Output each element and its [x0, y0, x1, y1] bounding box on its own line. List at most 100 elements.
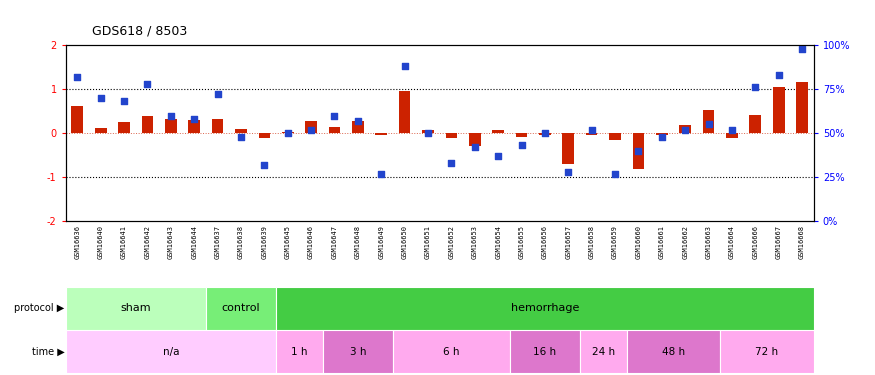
Bar — [118, 122, 130, 133]
Point — [141, 81, 155, 87]
Point — [654, 134, 668, 140]
Bar — [212, 119, 223, 133]
Bar — [773, 87, 785, 133]
Point — [468, 144, 482, 150]
Text: 24 h: 24 h — [592, 346, 615, 357]
Text: GSM16638: GSM16638 — [238, 225, 244, 258]
Text: GSM16650: GSM16650 — [402, 225, 408, 258]
Text: sham: sham — [121, 303, 151, 313]
Text: time ▶: time ▶ — [32, 346, 65, 357]
Text: GSM16666: GSM16666 — [752, 225, 759, 258]
Text: 72 h: 72 h — [755, 346, 779, 357]
Text: GSM16667: GSM16667 — [775, 225, 781, 258]
Point — [164, 112, 178, 118]
Point — [748, 84, 762, 90]
Bar — [539, 133, 550, 135]
Point — [187, 116, 201, 122]
Bar — [72, 106, 83, 133]
Text: GSM16639: GSM16639 — [262, 225, 268, 258]
Text: GSM16658: GSM16658 — [589, 225, 595, 258]
Point — [444, 160, 458, 166]
Bar — [206, 287, 276, 330]
Text: GSM16643: GSM16643 — [168, 225, 174, 258]
Text: GSM16663: GSM16663 — [705, 225, 711, 258]
Text: GSM16641: GSM16641 — [121, 225, 127, 258]
Bar — [66, 330, 276, 373]
Bar — [276, 330, 323, 373]
Bar — [796, 82, 808, 133]
Point — [117, 98, 131, 104]
Point — [632, 148, 646, 154]
Point — [561, 169, 575, 175]
Point — [327, 112, 341, 118]
Bar — [493, 130, 504, 133]
Bar — [142, 116, 153, 133]
Bar — [626, 330, 720, 373]
Bar — [258, 133, 270, 138]
Bar — [393, 330, 510, 373]
Text: 16 h: 16 h — [534, 346, 556, 357]
Bar — [235, 129, 247, 133]
Text: 3 h: 3 h — [350, 346, 366, 357]
Bar — [329, 126, 340, 133]
Bar — [580, 330, 626, 373]
Point — [70, 74, 84, 80]
Text: GSM16636: GSM16636 — [74, 225, 80, 258]
Point — [491, 153, 505, 159]
Point — [211, 92, 225, 98]
Bar — [750, 115, 761, 133]
Point — [351, 118, 365, 124]
Bar — [282, 132, 294, 133]
Text: GSM16654: GSM16654 — [495, 225, 501, 258]
Text: GSM16668: GSM16668 — [799, 225, 805, 258]
Text: 1 h: 1 h — [291, 346, 308, 357]
Bar — [165, 119, 177, 133]
Text: GSM16640: GSM16640 — [98, 225, 104, 258]
Bar — [469, 133, 480, 146]
Text: GSM16660: GSM16660 — [635, 225, 641, 258]
Text: GSM16651: GSM16651 — [425, 225, 431, 258]
Point — [702, 122, 716, 128]
Bar — [375, 133, 387, 135]
Text: GDS618 / 8503: GDS618 / 8503 — [92, 24, 187, 38]
Bar — [66, 287, 206, 330]
Point — [724, 127, 738, 133]
Text: n/a: n/a — [163, 346, 179, 357]
Text: hemorrhage: hemorrhage — [511, 303, 579, 313]
Bar — [422, 130, 434, 133]
Text: GSM16645: GSM16645 — [284, 225, 290, 258]
Bar — [323, 330, 393, 373]
Point — [234, 134, 248, 140]
Text: 48 h: 48 h — [662, 346, 685, 357]
Point — [94, 95, 108, 101]
Text: GSM16655: GSM16655 — [519, 225, 524, 258]
Bar — [585, 133, 598, 135]
Text: GSM16646: GSM16646 — [308, 225, 314, 258]
Text: GSM16656: GSM16656 — [542, 225, 548, 258]
Bar — [510, 330, 580, 373]
Text: GSM16648: GSM16648 — [355, 225, 360, 258]
Bar — [679, 125, 691, 133]
Bar — [563, 133, 574, 164]
Bar — [305, 121, 317, 133]
Text: control: control — [221, 303, 260, 313]
Bar — [656, 133, 668, 135]
Bar — [726, 133, 738, 138]
Text: GSM16653: GSM16653 — [472, 225, 478, 258]
Text: GSM16662: GSM16662 — [682, 225, 688, 258]
Point — [397, 63, 411, 69]
Text: GSM16661: GSM16661 — [659, 225, 665, 258]
Bar — [703, 110, 714, 133]
Text: GSM16664: GSM16664 — [729, 225, 735, 258]
Bar — [633, 133, 644, 169]
Point — [678, 127, 692, 133]
Point — [538, 130, 552, 136]
Point — [584, 127, 598, 133]
Point — [608, 171, 622, 177]
Text: GSM16649: GSM16649 — [378, 225, 384, 258]
Bar — [276, 287, 814, 330]
Point — [257, 162, 271, 168]
Point — [514, 142, 528, 148]
Text: GSM16642: GSM16642 — [144, 225, 150, 258]
Bar — [352, 121, 364, 133]
